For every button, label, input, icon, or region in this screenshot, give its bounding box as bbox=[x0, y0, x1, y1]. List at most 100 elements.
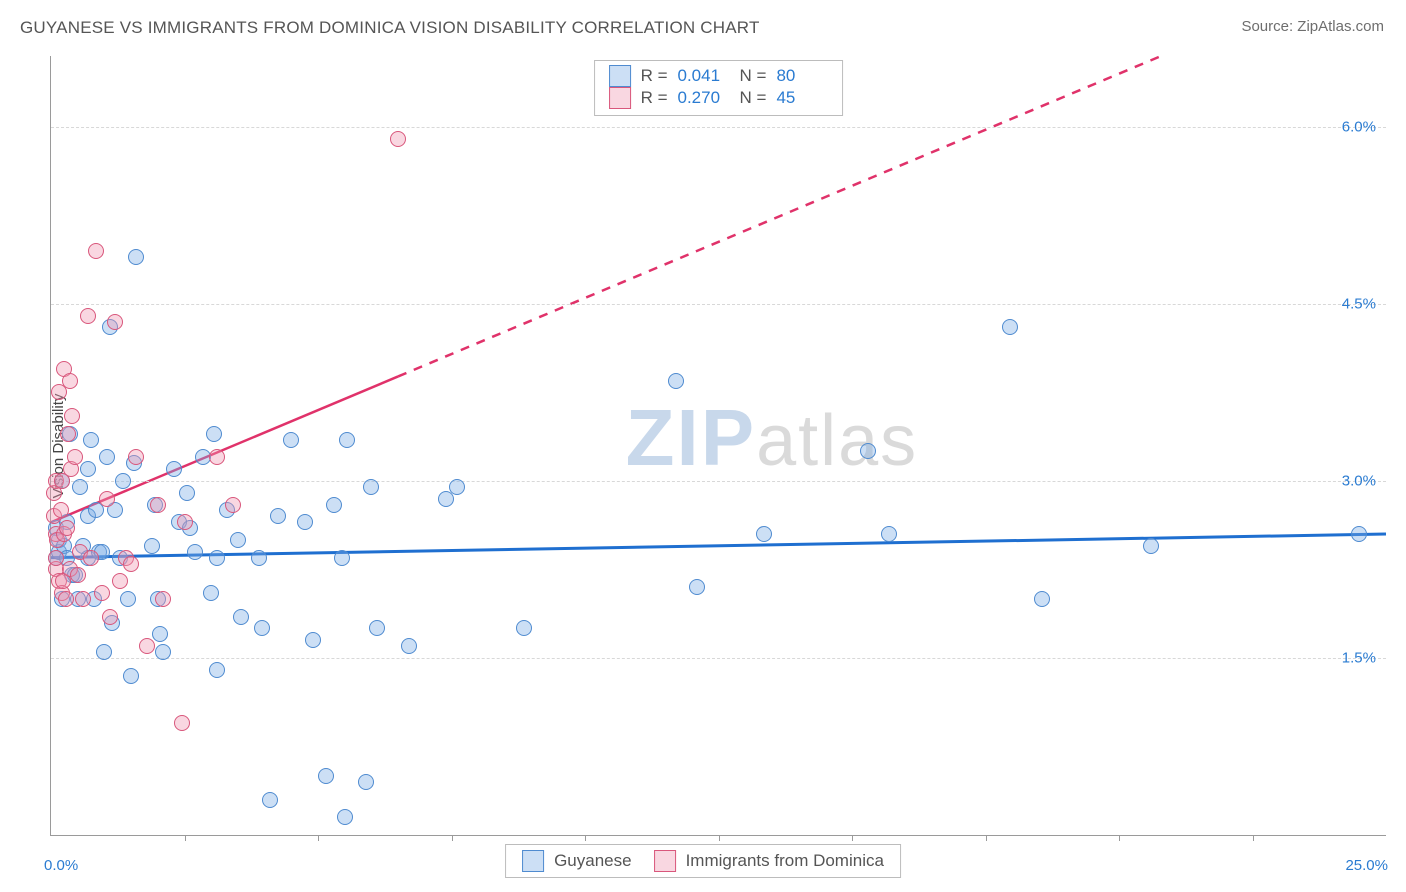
scatter-point bbox=[83, 550, 99, 566]
scatter-point bbox=[339, 432, 355, 448]
stats-legend-row: R =0.041N =80 bbox=[609, 65, 829, 87]
scatter-point bbox=[689, 579, 705, 595]
scatter-point bbox=[1002, 319, 1018, 335]
scatter-point bbox=[59, 520, 75, 536]
r-value: 0.041 bbox=[678, 66, 730, 86]
scatter-point bbox=[99, 449, 115, 465]
scatter-point bbox=[53, 502, 69, 518]
legend-swatch bbox=[609, 87, 631, 109]
scatter-point bbox=[72, 479, 88, 495]
scatter-point bbox=[96, 644, 112, 660]
scatter-point bbox=[48, 550, 64, 566]
x-tick bbox=[852, 835, 853, 841]
y-tick-label: 4.5% bbox=[1342, 295, 1376, 312]
scatter-point bbox=[369, 620, 385, 636]
x-tick bbox=[719, 835, 720, 841]
n-value: 45 bbox=[776, 88, 828, 108]
scatter-point bbox=[326, 497, 342, 513]
x-tick bbox=[452, 835, 453, 841]
scatter-point bbox=[209, 550, 225, 566]
chart-title: GUYANESE VS IMMIGRANTS FROM DOMINICA VIS… bbox=[20, 18, 760, 38]
scatter-point bbox=[881, 526, 897, 542]
scatter-point bbox=[390, 131, 406, 147]
scatter-point bbox=[358, 774, 374, 790]
scatter-point bbox=[123, 668, 139, 684]
scatter-point bbox=[99, 491, 115, 507]
scatter-point bbox=[67, 449, 83, 465]
scatter-point bbox=[233, 609, 249, 625]
scatter-point bbox=[225, 497, 241, 513]
x-tick bbox=[185, 835, 186, 841]
scatter-point bbox=[230, 532, 246, 548]
watermark: ZIPatlas bbox=[626, 392, 919, 484]
scatter-point bbox=[75, 591, 91, 607]
source-label: Source: ZipAtlas.com bbox=[1241, 18, 1384, 35]
y-tick-label: 6.0% bbox=[1342, 118, 1376, 135]
scatter-point bbox=[128, 449, 144, 465]
r-value: 0.270 bbox=[678, 88, 730, 108]
scatter-point bbox=[80, 308, 96, 324]
stats-legend-row: R = 0.270 N = 45 bbox=[609, 87, 829, 109]
gridline bbox=[51, 658, 1386, 659]
scatter-point bbox=[516, 620, 532, 636]
x-tick bbox=[1253, 835, 1254, 841]
scatter-point bbox=[80, 461, 96, 477]
gridline bbox=[51, 304, 1386, 305]
watermark-left: ZIP bbox=[626, 393, 756, 482]
stats-legend: R =0.041N =80R =0.270N =45 bbox=[594, 60, 844, 116]
scatter-point bbox=[860, 443, 876, 459]
x-axis-min-label: 0.0% bbox=[44, 857, 78, 874]
scatter-point bbox=[449, 479, 465, 495]
gridline bbox=[51, 127, 1386, 128]
legend-swatch bbox=[609, 65, 631, 87]
gridline bbox=[51, 481, 1386, 482]
scatter-point bbox=[144, 538, 160, 554]
scatter-point bbox=[112, 573, 128, 589]
scatter-point bbox=[1351, 526, 1367, 542]
x-tick bbox=[986, 835, 987, 841]
scatter-point bbox=[270, 508, 286, 524]
scatter-point bbox=[203, 585, 219, 601]
legend-label: Guyanese bbox=[554, 851, 632, 871]
scatter-point bbox=[166, 461, 182, 477]
scatter-point bbox=[123, 556, 139, 572]
r-label: R = bbox=[641, 66, 668, 86]
scatter-point bbox=[177, 514, 193, 530]
plot-area: ZIPatlas R =0.041N =80R =0.270N =45 1.5%… bbox=[50, 56, 1386, 836]
scatter-point bbox=[1143, 538, 1159, 554]
r-label: R = bbox=[641, 88, 668, 108]
scatter-point bbox=[64, 408, 80, 424]
scatter-point bbox=[62, 373, 78, 389]
n-label: N = bbox=[740, 66, 767, 86]
scatter-point bbox=[94, 585, 110, 601]
scatter-point bbox=[756, 526, 772, 542]
y-tick-label: 3.0% bbox=[1342, 472, 1376, 489]
scatter-point bbox=[152, 626, 168, 642]
scatter-point bbox=[120, 591, 136, 607]
watermark-right: atlas bbox=[756, 401, 918, 481]
y-tick-label: 1.5% bbox=[1342, 649, 1376, 666]
scatter-point bbox=[139, 638, 155, 654]
scatter-point bbox=[337, 809, 353, 825]
scatter-point bbox=[401, 638, 417, 654]
scatter-point bbox=[58, 591, 74, 607]
scatter-point bbox=[1034, 591, 1050, 607]
scatter-point bbox=[179, 485, 195, 501]
scatter-point bbox=[115, 473, 131, 489]
scatter-point bbox=[88, 243, 104, 259]
scatter-point bbox=[209, 662, 225, 678]
scatter-point bbox=[83, 432, 99, 448]
scatter-point bbox=[150, 497, 166, 513]
legend-item: Immigrants from Dominica bbox=[654, 850, 884, 872]
scatter-point bbox=[102, 609, 118, 625]
scatter-point bbox=[283, 432, 299, 448]
y-axis-label-wrap: Vision Disability bbox=[0, 0, 30, 892]
scatter-point bbox=[668, 373, 684, 389]
trend-lines-layer bbox=[51, 56, 1386, 835]
legend-swatch bbox=[654, 850, 676, 872]
x-tick bbox=[585, 835, 586, 841]
n-label: N = bbox=[740, 88, 767, 108]
scatter-point bbox=[155, 644, 171, 660]
scatter-point bbox=[363, 479, 379, 495]
scatter-point bbox=[305, 632, 321, 648]
